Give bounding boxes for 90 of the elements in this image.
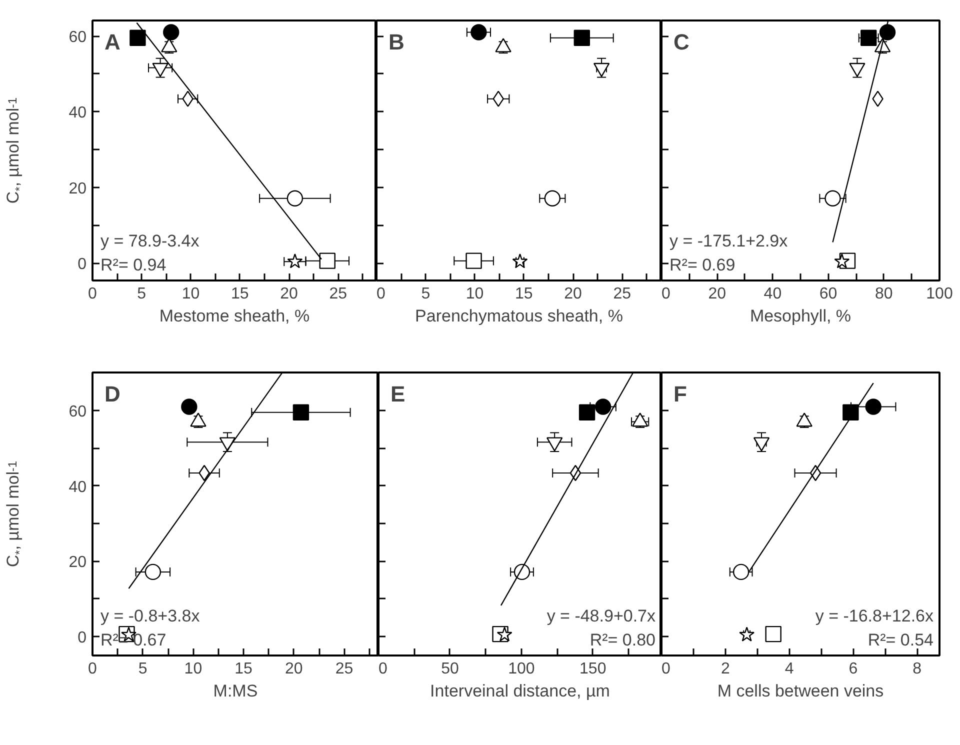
y-axis-title: C*, µmol mol-1	[4, 460, 26, 568]
y-tick-label: 20	[68, 180, 87, 198]
point	[319, 252, 336, 269]
x-tick-label: 0	[378, 660, 388, 678]
x-tick-label: 25	[329, 286, 348, 302]
point	[578, 404, 596, 420]
annotation: R²= 0.67	[100, 630, 166, 650]
point	[292, 404, 310, 420]
x-axis-title: Mestome sheath, %	[159, 306, 310, 326]
chart-title: A	[104, 30, 120, 54]
x-tick-label: 0	[662, 660, 670, 678]
point	[181, 398, 198, 415]
x-axis-title: Interveinal distance, µm	[430, 682, 610, 700]
x-tick-label: 15	[231, 286, 249, 302]
x-tick-label: 10	[466, 286, 484, 302]
annotation: R²= 0.94	[100, 256, 166, 274]
point	[739, 626, 755, 642]
x-tick-label: 15	[234, 660, 253, 678]
y-tick-label: 40	[68, 104, 87, 122]
x-tick-label: 0	[88, 660, 98, 678]
point	[130, 30, 146, 46]
x-tick-label: 100	[926, 286, 953, 302]
x-tick-label: 4	[784, 660, 794, 678]
x-tick-label: 15	[515, 286, 533, 302]
point	[496, 626, 512, 642]
x-axis-title: Parenchymatous sheath, %	[415, 306, 623, 326]
point	[286, 190, 304, 206]
annotation: R²= 0.80	[590, 630, 656, 650]
point	[594, 398, 612, 415]
point	[842, 404, 859, 420]
x-tick-label: 0	[662, 286, 670, 302]
x-tick-label: 5	[137, 286, 146, 302]
annotation: R²= 0.54	[868, 630, 934, 650]
y-tick-label: 20	[68, 554, 87, 572]
x-tick-label: 10	[184, 660, 202, 678]
x-tick-label: 2	[720, 660, 730, 678]
x-tick-label: 150	[580, 660, 606, 678]
x-tick-label: 20	[564, 286, 582, 302]
x-axis-title: M:MS	[213, 682, 258, 700]
point	[834, 253, 850, 268]
y-tick-label: 60	[68, 404, 87, 421]
point	[470, 24, 487, 40]
x-tick-label: 60	[819, 286, 838, 302]
x-axis-title: M cells between veins	[717, 682, 884, 700]
y-tick-label: 60	[68, 29, 87, 46]
annotation: R²= 0.69	[670, 256, 736, 274]
point	[865, 398, 882, 415]
point	[163, 24, 180, 40]
x-axis-title: Mesophyll, %	[750, 306, 852, 326]
y-axis-title: C*, µmol mol-1	[4, 97, 26, 204]
x-tick-label: 20	[280, 286, 298, 302]
point	[824, 190, 841, 206]
annotation: y = -0.8+3.8x	[100, 606, 200, 626]
annotation: y = -16.8+12.6x	[815, 606, 934, 626]
x-tick-label: 100	[508, 660, 535, 678]
y-tick-label: 0	[78, 256, 87, 274]
chart-title: E	[390, 382, 406, 406]
chart-title: D	[104, 382, 120, 406]
x-tick-label: 20	[285, 660, 303, 678]
annotation: y = -175.1+2.9x	[670, 232, 788, 250]
x-tick-label: 80	[875, 286, 893, 302]
point	[544, 190, 561, 206]
point	[732, 564, 750, 580]
annotation: y = 78.9-3.4x	[100, 232, 200, 250]
x-tick-label: 8	[912, 660, 922, 678]
point	[514, 564, 530, 580]
point	[144, 564, 162, 580]
chart-title: B	[388, 30, 404, 54]
y-tick-label: 0	[78, 629, 87, 646]
x-tick-label: 5	[421, 286, 430, 302]
point	[512, 253, 528, 268]
x-tick-label: 40	[764, 286, 782, 302]
chart-title: C	[674, 30, 690, 54]
point	[287, 253, 303, 268]
x-tick-label: 50	[441, 660, 459, 678]
x-tick-label: 0	[88, 286, 98, 302]
x-tick-label: 6	[848, 660, 858, 678]
x-tick-label: 10	[182, 286, 200, 302]
point	[879, 24, 896, 40]
x-tick-label: 5	[138, 660, 148, 678]
point	[466, 252, 482, 269]
chart-title: F	[674, 382, 687, 406]
annotation: y = -48.9+0.7x	[546, 606, 656, 626]
x-tick-label: 0	[376, 286, 386, 302]
point	[574, 30, 590, 46]
x-tick-label: 25	[613, 286, 632, 302]
y-tick-label: 40	[68, 478, 87, 496]
point	[765, 626, 782, 642]
x-tick-label: 20	[708, 286, 726, 302]
x-tick-label: 25	[335, 660, 354, 678]
